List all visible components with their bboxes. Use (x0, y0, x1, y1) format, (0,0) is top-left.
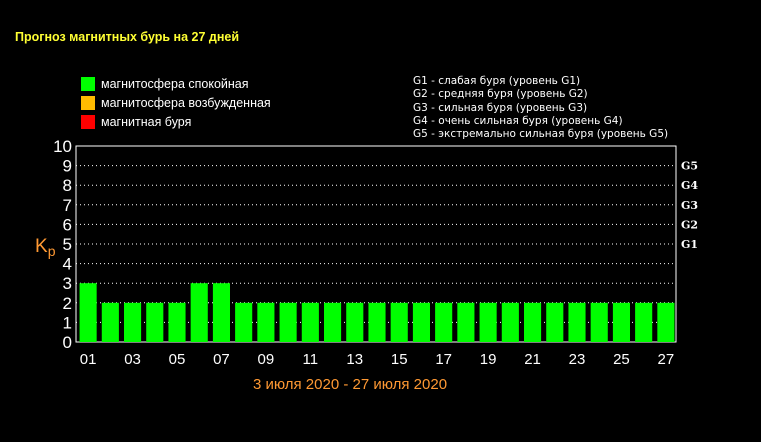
y-tick-label: 8 (63, 176, 72, 195)
x-tick-label: 13 (346, 351, 363, 368)
y-tick-label: 6 (63, 215, 72, 234)
bar-day-09 (257, 302, 275, 342)
y-tick-label: 1 (63, 313, 72, 332)
x-tick-label: 19 (480, 351, 497, 368)
legend-swatch-excited (81, 96, 95, 110)
x-tick-label: 09 (258, 351, 275, 368)
legend-label-excited: магнитосфера возбужденная (101, 96, 271, 110)
bar-day-17 (435, 302, 453, 342)
legend-label-storm: магнитная буря (101, 115, 192, 129)
bar-day-11 (301, 302, 319, 342)
bar-day-22 (546, 302, 564, 342)
bar-day-15 (390, 302, 408, 342)
y-tick-label: 5 (63, 235, 72, 254)
storm-level-g3: G3 - сильная буря (уровень G3) (413, 101, 588, 114)
chart-title: Прогноз магнитных бурь на 27 дней (15, 30, 240, 44)
legend-item-excited: магнитосфера возбужденная (81, 95, 271, 111)
legend-item-quiet: магнитосфера спокойная (81, 76, 249, 92)
x-tick-label: 05 (169, 351, 186, 368)
y-tick-label: 4 (63, 255, 72, 274)
bar-day-05 (168, 302, 186, 342)
y-axis-label: Kp (35, 236, 56, 259)
g-level-tick-label: G1 (681, 238, 698, 251)
bar-day-07 (212, 283, 230, 342)
x-tick-label: 27 (658, 351, 675, 368)
bar-day-27 (657, 302, 675, 342)
bar-day-04 (146, 302, 164, 342)
y-tick-label: 2 (63, 294, 72, 313)
bar-day-03 (124, 302, 142, 342)
x-tick-label: 03 (124, 351, 141, 368)
x-axis-label: 3 июля 2020 - 27 июля 2020 (253, 376, 447, 393)
bar-day-01 (79, 283, 97, 342)
bar-day-12 (324, 302, 342, 342)
bar-day-14 (368, 302, 386, 342)
y-tick-label: 7 (63, 196, 72, 215)
storm-level-g1: G1 - слабая буря (уровень G1) (413, 75, 581, 87)
legend-swatch-quiet (81, 77, 95, 91)
bar-day-18 (457, 302, 475, 342)
x-tick-label: 01 (80, 351, 97, 368)
bar-day-02 (101, 302, 119, 342)
x-tick-label: 11 (303, 351, 319, 368)
x-tick-label: 23 (569, 351, 586, 368)
bar-day-24 (590, 302, 608, 342)
y-tick-label: 10 (53, 137, 72, 156)
x-tick-label: 21 (524, 351, 541, 368)
bar-day-23 (568, 302, 586, 342)
bar-day-06 (190, 283, 208, 342)
legend-item-storm: магнитная буря (81, 114, 191, 130)
bar-day-21 (524, 302, 542, 342)
x-tick-label: 17 (435, 351, 452, 368)
x-tick-label: 07 (213, 351, 230, 368)
bar-day-25 (612, 302, 630, 342)
legend-label-quiet: магнитосфера спокойная (101, 77, 249, 91)
bar-day-16 (412, 302, 430, 342)
storm-level-g4: G4 - очень сильная буря (уровень G4) (413, 114, 623, 127)
storm-level-legend: G1 - слабая буря (уровень G1) G2 - средн… (413, 75, 668, 141)
bar-day-10 (279, 302, 297, 342)
storm-level-g2: G2 - средняя буря (уровень G2) (413, 88, 588, 101)
g-level-tick-label: G2 (681, 218, 698, 231)
bar-day-20 (501, 302, 519, 342)
y-tick-label: 0 (63, 333, 72, 352)
bar-day-13 (346, 302, 364, 342)
bar-day-08 (235, 302, 253, 342)
x-tick-label: 25 (613, 351, 630, 368)
g-level-tick-label: G4 (681, 179, 698, 192)
y-tick-label: 3 (63, 274, 72, 293)
y-tick-label: 9 (63, 157, 72, 176)
bar-day-26 (635, 302, 653, 342)
bar-day-19 (479, 302, 497, 342)
x-tick-label: 15 (391, 351, 408, 368)
storm-level-g5: G5 - экстремально сильная буря (уровень … (413, 128, 669, 141)
g-level-tick-label: G5 (681, 160, 698, 173)
legend-swatch-storm (81, 115, 95, 129)
g-level-tick-label: G3 (681, 199, 698, 212)
